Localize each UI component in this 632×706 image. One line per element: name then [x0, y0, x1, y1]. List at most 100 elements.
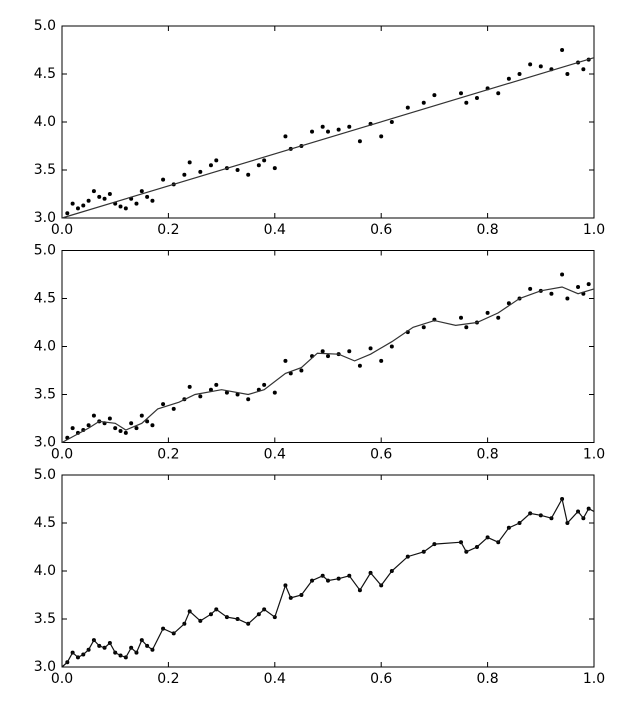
data-point: [182, 172, 187, 177]
y-tick-label: 4.0: [34, 339, 56, 355]
data-point: [389, 344, 394, 349]
data-point: [91, 413, 96, 418]
data-point: [459, 91, 463, 96]
y-tick-label: 4.5: [34, 291, 56, 307]
data-point: [560, 48, 565, 52]
data-point: [161, 177, 166, 182]
data-point: [432, 93, 437, 98]
x-tick-label: 1.0: [583, 222, 605, 238]
data-point: [187, 384, 192, 389]
data-point: [283, 358, 288, 363]
data-point: [86, 198, 91, 203]
data-point: [538, 64, 543, 69]
data-point: [118, 204, 123, 209]
x-tick-label: 0.0: [51, 447, 73, 463]
x-tick-label: 1.0: [583, 671, 605, 687]
y-tick-label: 3.5: [34, 611, 56, 627]
data-point: [517, 72, 522, 76]
data-point: [464, 100, 469, 105]
data-point: [576, 284, 581, 289]
x-tick-label: 0.4: [264, 447, 286, 463]
fit-line: [61, 286, 595, 444]
x-tick-label: 0.6: [370, 222, 392, 238]
data-point: [70, 426, 75, 431]
data-point: [421, 325, 426, 330]
data-point: [272, 166, 277, 171]
data-point: [379, 358, 384, 363]
data-point: [91, 189, 96, 194]
data-point: [581, 67, 586, 72]
data-point: [161, 402, 166, 407]
x-tick-label: 0.2: [157, 671, 179, 687]
data-point: [208, 163, 213, 168]
data-point: [123, 430, 128, 435]
x-tick-label: 0.2: [157, 447, 179, 463]
data-point: [262, 382, 267, 387]
y-tick-label: 4.5: [34, 515, 56, 531]
data-point: [272, 390, 277, 395]
y-tick-label: 5.0: [34, 18, 56, 34]
x-tick-label: 0.8: [476, 447, 498, 463]
data-point: [421, 100, 426, 105]
x-tick-label: 0.0: [51, 222, 73, 238]
y-tick-label: 3.0: [34, 210, 56, 226]
x-tick-label: 0.8: [476, 671, 498, 687]
data-point: [81, 203, 86, 208]
data-point: [256, 163, 261, 168]
data-point: [123, 206, 128, 211]
data-point: [405, 105, 410, 110]
data-point: [118, 428, 123, 433]
data-point: [187, 160, 192, 165]
data-point: [283, 134, 288, 139]
data-point: [107, 192, 112, 196]
data-point: [139, 413, 144, 418]
data-point: [528, 62, 533, 67]
y-tick-label: 4.0: [34, 563, 56, 579]
data-point: [560, 272, 565, 277]
data-point: [214, 158, 219, 163]
y-tick-label: 3.5: [34, 162, 56, 178]
data-point: [235, 392, 240, 397]
data-point: [565, 296, 570, 301]
data-point: [102, 196, 107, 201]
data-point: [150, 198, 155, 203]
x-tick-label: 0.0: [51, 671, 73, 687]
data-point: [379, 134, 384, 139]
data-point: [129, 421, 134, 426]
data-point: [549, 291, 554, 296]
y-tick-label: 5.0: [34, 243, 56, 259]
data-point: [464, 325, 469, 330]
data-point: [496, 91, 501, 96]
data-point: [214, 382, 219, 387]
data-point: [86, 423, 91, 428]
data-point: [75, 206, 80, 211]
data-point: [565, 72, 570, 76]
data-point: [506, 76, 511, 81]
data-point: [246, 172, 251, 177]
data-point: [262, 158, 267, 163]
data-point: [134, 426, 139, 431]
data-point: [198, 169, 203, 174]
data-point: [246, 397, 251, 402]
x-tick-label: 0.4: [264, 222, 286, 238]
data-point: [347, 349, 352, 354]
y-tick-label: 5.0: [34, 467, 56, 483]
data-point: [134, 201, 139, 206]
data-point: [107, 416, 112, 421]
data-point: [65, 211, 70, 216]
x-tick-label: 0.2: [157, 222, 179, 238]
data-point: [528, 286, 533, 291]
data-point: [310, 129, 315, 134]
x-tick-label: 0.6: [370, 671, 392, 687]
data-point: [139, 189, 144, 194]
data-point: [485, 310, 490, 315]
y-tick-label: 4.0: [34, 114, 56, 130]
data-point: [145, 194, 150, 199]
y-tick-label: 3.5: [34, 387, 56, 403]
data-point: [474, 96, 479, 100]
data-point: [496, 315, 501, 320]
data-point: [299, 368, 304, 373]
data-point: [320, 124, 325, 129]
fit-line: [61, 497, 595, 668]
